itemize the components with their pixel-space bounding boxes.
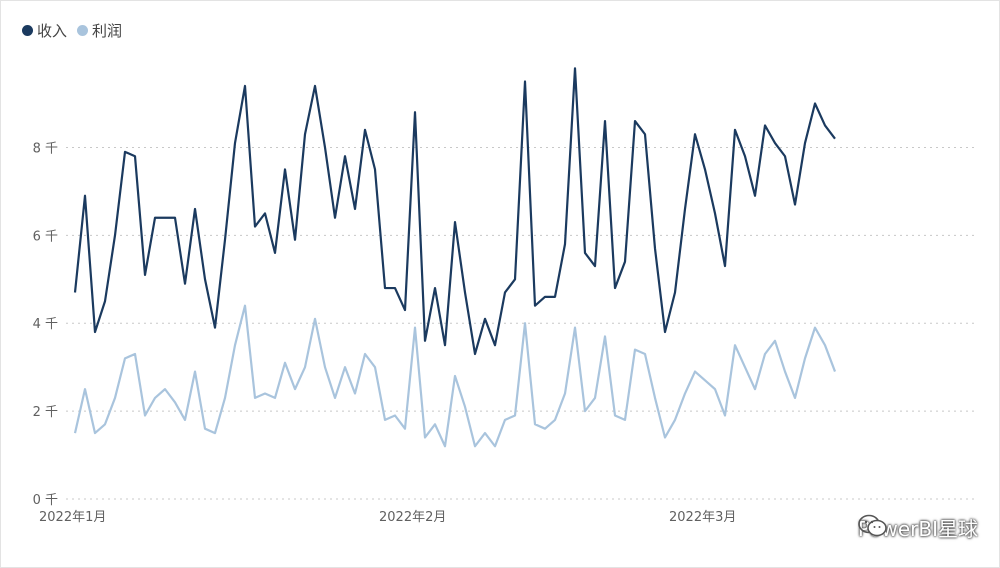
wechat-icon [858, 514, 887, 537]
y-tick-label-0: 0 千 [33, 493, 58, 508]
series-line-1 [73, 304, 837, 448]
legend-swatch-profit [77, 25, 89, 36]
series-line-0 [73, 67, 836, 356]
legend-swatch-revenue [22, 25, 33, 36]
x-tick-label-2: 2022年3月 [669, 510, 736, 525]
legend-label-revenue: 收入 [37, 22, 68, 40]
y-tick-label-4: 4 千 [33, 317, 58, 332]
y-tick-label-2: 2 千 [33, 405, 58, 420]
y-tick-label-8: 8 千 [33, 141, 58, 156]
legend-item-revenue[interactable]: 收入 [22, 20, 67, 41]
legend-label-profit: 利润 [92, 22, 123, 40]
y-tick-label-6: 6 千 [33, 229, 58, 244]
watermark: PowerBI星球 [858, 513, 978, 542]
legend-item-profit[interactable]: 利润 [77, 20, 122, 41]
chart-legend: 收入 利润 [22, 20, 132, 41]
x-tick-label-1: 2022年2月 [379, 510, 446, 525]
x-tick-label-0: 2022年1月 [39, 510, 106, 525]
